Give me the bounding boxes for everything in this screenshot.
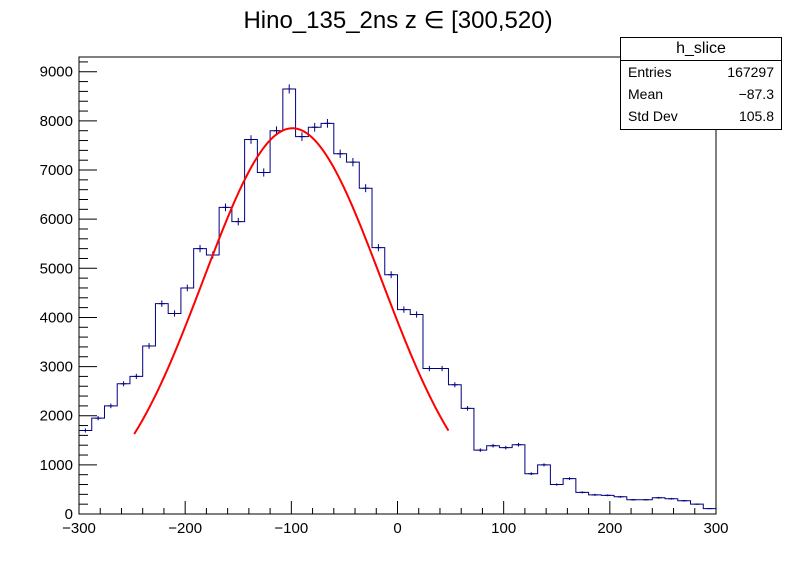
histogram-bin <box>171 310 178 317</box>
histogram-outline <box>79 88 716 510</box>
x-tick-label: 200 <box>597 520 622 537</box>
stats-title: h_slice <box>621 38 781 61</box>
histogram-bin <box>260 168 267 177</box>
histogram-bin <box>184 284 191 292</box>
histogram-bin <box>630 498 637 501</box>
stats-row-entries: Entries 167297 <box>621 61 781 83</box>
histogram-bin <box>324 118 331 128</box>
x-tick-label: 0 <box>393 520 401 537</box>
histogram-bin <box>337 149 344 159</box>
x-tick-label: −200 <box>168 520 202 537</box>
y-tick-label: 4000 <box>40 309 73 326</box>
y-tick-label: 2000 <box>40 408 73 425</box>
histogram-bin <box>655 496 662 499</box>
histogram-layer <box>79 84 716 510</box>
histogram-bin <box>247 135 254 144</box>
chart-title: Hino_135_2ns z ∈ [300,520) <box>243 7 553 34</box>
histogram-bin <box>311 122 318 132</box>
histogram-bin <box>222 203 229 212</box>
fit-layer <box>133 127 450 435</box>
histogram-bin <box>515 442 522 447</box>
x-tick-label: 100 <box>491 520 516 537</box>
histogram-bin <box>617 495 624 498</box>
stats-label-stddev: Std Dev <box>628 108 678 124</box>
histogram-bin <box>82 428 89 433</box>
y-tick-label: 7000 <box>40 162 73 179</box>
histogram-bin <box>439 365 446 372</box>
histogram-bin <box>400 306 407 313</box>
x-tick-label: 300 <box>703 520 728 537</box>
stats-label-mean: Mean <box>628 86 664 102</box>
histogram-bin <box>197 245 204 253</box>
histogram-bin <box>235 217 242 226</box>
histogram-bin <box>426 365 433 372</box>
histogram-bin <box>541 463 548 467</box>
histogram-bin <box>706 508 713 510</box>
histogram-bin <box>566 477 573 480</box>
y-tick-label: 5000 <box>40 260 73 277</box>
stats-value-entries: 167297 <box>727 64 774 80</box>
histogram-bin <box>375 244 382 252</box>
histogram-bin <box>693 503 700 505</box>
stats-value-stddev: 105.8 <box>738 108 774 124</box>
histogram-bin <box>477 448 484 452</box>
y-tick-label: 9000 <box>40 64 73 81</box>
fit-curve <box>133 127 450 435</box>
stats-value-mean: −87.3 <box>738 86 774 102</box>
y-tick-label: 6000 <box>40 211 73 228</box>
histogram-bin <box>464 406 471 411</box>
histogram-bin <box>591 493 598 496</box>
axis-layer: −300 −200 −100 0 100 200 300010002000300040005… <box>40 61 729 537</box>
histogram-bin <box>133 373 140 380</box>
histogram-bin <box>388 271 395 279</box>
histogram-bin <box>349 158 356 167</box>
histogram-bin <box>413 311 420 318</box>
histogram-bin <box>579 491 586 494</box>
stats-row-mean: Mean −87.3 <box>621 83 781 105</box>
histogram-bin <box>95 416 102 421</box>
histogram-bin <box>642 498 649 501</box>
histogram-bin <box>362 184 369 193</box>
y-tick-label: 0 <box>65 506 73 523</box>
histogram-bin <box>120 381 127 387</box>
histogram-bin <box>286 84 293 94</box>
y-tick-label: 3000 <box>40 359 73 376</box>
histogram-bin <box>451 382 458 388</box>
histogram-bin <box>553 483 560 486</box>
x-tick-label: −300 <box>62 520 96 537</box>
stats-row-stddev: Std Dev 105.8 <box>621 105 781 127</box>
histogram-bin <box>604 494 611 497</box>
histogram-bin <box>502 445 509 450</box>
histogram-bin <box>528 472 535 476</box>
stats-label-entries: Entries <box>628 64 672 80</box>
y-tick-label: 8000 <box>40 113 73 130</box>
histogram-bin <box>146 343 153 349</box>
histogram-bin <box>298 132 305 141</box>
y-tick-label: 1000 <box>40 457 73 474</box>
stats-box: h_slice Entries 167297 Mean −87.3 Std De… <box>620 37 782 130</box>
x-tick-label: −100 <box>274 520 308 537</box>
histogram-bin <box>158 300 165 307</box>
histogram-bin <box>107 403 114 409</box>
histogram-bin <box>668 497 675 500</box>
histogram-bin <box>490 443 497 448</box>
histogram-bin <box>681 499 688 502</box>
